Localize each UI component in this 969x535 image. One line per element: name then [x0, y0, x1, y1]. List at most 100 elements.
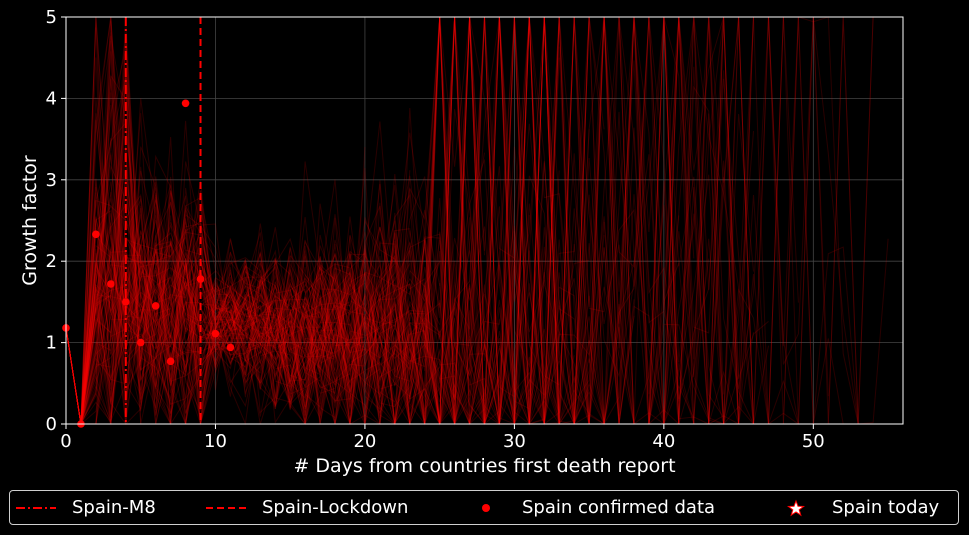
data-point — [121, 298, 130, 306]
legend-label-spain-lockdown: Spain-Lockdown — [262, 497, 409, 518]
legend-item-spain-m8: Spain-M8 — [16, 491, 156, 524]
trajectory-line — [65, 175, 441, 425]
data-point — [211, 329, 220, 338]
data-point — [226, 343, 235, 352]
trajectory-line — [65, 16, 635, 425]
trajectory-line — [65, 224, 366, 425]
dot-marker-icon — [466, 498, 506, 518]
trajectory-line — [65, 146, 366, 425]
legend-label-spain-today: Spain today — [832, 497, 940, 518]
trajectory-line — [65, 16, 441, 426]
x-tick-label: 40 — [652, 431, 675, 452]
legend-item-spain-lockdown: Spain-Lockdown — [206, 491, 408, 524]
x-tick-label: 30 — [503, 431, 526, 452]
trajectory-line — [65, 178, 485, 425]
trajectory-line — [65, 16, 829, 425]
trajectory-line — [65, 16, 740, 426]
trajectory-line — [65, 27, 441, 425]
trajectory-line — [65, 16, 725, 426]
trajectory-line — [65, 16, 575, 426]
trajectory-line — [65, 16, 605, 425]
star-marker-icon — [776, 498, 816, 518]
trajectory-line — [65, 71, 351, 425]
legend-item-spain-today: Spain today — [776, 491, 939, 524]
trajectory-line — [65, 205, 470, 425]
y-axis-label: Growth factor — [19, 155, 41, 286]
trajectory-line — [65, 16, 455, 425]
y-tick-label: 4 — [46, 88, 57, 109]
data-point — [166, 357, 175, 366]
trajectory-line — [65, 218, 381, 425]
trajectory-line — [65, 16, 575, 425]
trajectory-line — [65, 16, 725, 425]
trajectory-line — [65, 16, 590, 426]
plot-area — [66, 17, 903, 424]
trajectory-line — [65, 16, 441, 426]
chart-canvas: 0 10 20 30 40 50 0 1 2 3 4 5 # Days from countries f… — [19, 7, 904, 477]
trajectory-line — [65, 152, 351, 425]
trajectory-line — [65, 238, 470, 425]
trajectory-line — [65, 16, 560, 425]
trajectory-line — [65, 16, 545, 426]
x-tick-label: 50 — [802, 431, 825, 452]
trajectory-line — [65, 175, 441, 425]
y-tick-label: 3 — [46, 170, 57, 191]
trajectory-line — [65, 16, 740, 425]
trajectory-line — [65, 16, 590, 425]
trajectory-line — [65, 164, 351, 425]
trajectory-line — [65, 16, 754, 426]
x-tick-label: 10 — [204, 431, 227, 452]
trajectory-line — [65, 16, 769, 426]
trajectory-line — [65, 234, 411, 425]
trajectory-line — [65, 16, 859, 425]
trajectory-line — [65, 16, 456, 425]
trajectory-line — [65, 16, 769, 426]
trajectory-line — [65, 16, 575, 425]
data-point — [181, 99, 190, 108]
trajectory-line — [65, 16, 456, 425]
trajectory-line — [65, 16, 889, 426]
trajectory-line — [65, 195, 411, 425]
trajectory-line — [65, 16, 485, 425]
trajectory-line — [65, 216, 411, 425]
trajectory-line — [65, 207, 456, 425]
trajectory-line — [65, 16, 605, 426]
dashed-line-icon — [206, 498, 246, 518]
trajectory-line — [65, 170, 411, 426]
trajectory-line — [65, 16, 560, 426]
trajectory-line — [65, 235, 366, 425]
trajectory-line — [65, 174, 426, 425]
trajectory-line — [65, 16, 575, 426]
trajectory-line — [65, 16, 366, 425]
trajectory-line — [65, 16, 709, 425]
y-tick-label: 5 — [46, 7, 57, 28]
trajectory-line — [65, 16, 500, 425]
trajectory-line — [65, 77, 366, 425]
data-point — [151, 302, 160, 310]
trajectory-line — [65, 16, 695, 426]
trajectory-line — [65, 57, 560, 426]
y-tick-label: 0 — [46, 414, 57, 435]
trajectory-line — [65, 16, 680, 425]
trajectory-line — [65, 129, 590, 426]
trajectory-line — [65, 77, 530, 425]
x-tick-label: 20 — [353, 431, 376, 452]
data-point — [196, 275, 205, 283]
x-axis-label: # Days from countries first death report — [293, 455, 675, 477]
trajectory-line — [65, 201, 366, 425]
trajectory-line — [65, 16, 710, 425]
legend-item-spain-confirmed: Spain confirmed data — [466, 491, 715, 524]
chart-legend: Spain-M8 Spain-Lockdown Spain confirmed … — [9, 490, 959, 525]
trajectory-line — [65, 76, 381, 425]
trajectory-line — [65, 16, 799, 425]
trajectory-line — [65, 16, 560, 426]
plot-frame — [65, 16, 904, 425]
trajectory-line — [65, 16, 799, 426]
trajectory-line — [65, 16, 889, 425]
trajectory-line — [65, 16, 754, 425]
trajectory-line — [65, 20, 351, 425]
trajectory-line — [65, 16, 889, 426]
trajectory-line — [65, 16, 605, 426]
trajectory-line — [65, 16, 814, 425]
